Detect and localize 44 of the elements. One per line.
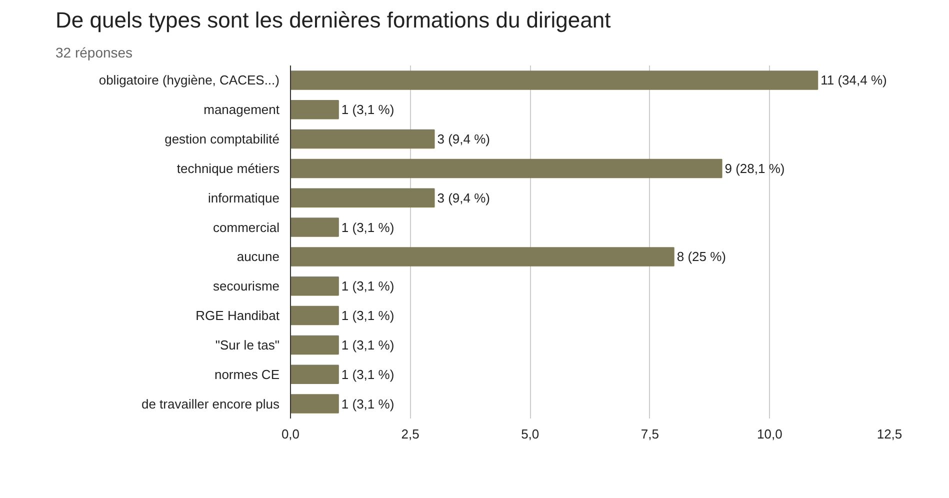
data-label: 1 (3,1 %)	[341, 396, 394, 412]
bar	[290, 247, 674, 266]
y-tick-label: de travailler encore plus	[141, 396, 280, 412]
x-tick-label: 10,0	[757, 426, 782, 442]
data-label: 1 (3,1 %)	[341, 308, 394, 324]
x-tick-label: 7,5	[640, 426, 659, 442]
y-tick-label: aucune	[236, 249, 280, 264]
data-label: 1 (3,1 %)	[341, 278, 394, 294]
bar	[290, 100, 339, 120]
data-label: 1 (3,1 %)	[341, 337, 394, 352]
x-tick-label: 0,0	[281, 426, 300, 442]
data-label: 3 (9,4 %)	[437, 190, 490, 206]
data-label: 3 (9,4 %)	[437, 132, 490, 147]
bar	[290, 129, 435, 149]
bar	[290, 70, 818, 90]
bar	[290, 218, 339, 237]
y-tick-label: informatique	[208, 190, 280, 206]
y-tick-label: "Sur le tas"	[215, 337, 280, 352]
y-tick-label: commercial	[213, 220, 280, 235]
y-tick-label: management	[204, 102, 280, 118]
y-tick-label: RGE Handibat	[196, 308, 280, 324]
y-tick-label: technique métiers	[176, 160, 280, 176]
bar	[290, 158, 722, 178]
bar	[290, 335, 339, 355]
bar	[290, 306, 339, 326]
y-tick-label: obligatoire (hygiène, CACES...)	[98, 72, 280, 88]
bar	[290, 364, 339, 384]
data-label: 1 (3,1 %)	[341, 366, 394, 382]
bar	[290, 276, 339, 296]
data-label: 1 (3,1 %)	[341, 220, 394, 235]
y-tick-label: normes CE	[214, 366, 280, 382]
data-label: 11 (34,4 %)	[820, 72, 887, 88]
bar	[290, 394, 339, 414]
text: 32 réponses	[56, 44, 133, 60]
x-tick-label: 2,5	[401, 426, 420, 442]
y-tick-label: secourisme	[213, 278, 280, 294]
x-tick-label: 5,0	[521, 426, 540, 442]
y-tick-label: gestion comptabilité	[164, 132, 280, 147]
x-tick-label: 12,5	[876, 426, 902, 442]
data-label: 1 (3,1 %)	[341, 102, 394, 118]
data-label: 8 (25 %)	[676, 249, 726, 264]
chart-title: De quels types sont les dernières formations du dirigeant	[56, 8, 611, 32]
data-label: 9 (28,1 %)	[724, 160, 785, 176]
bar	[290, 188, 435, 208]
